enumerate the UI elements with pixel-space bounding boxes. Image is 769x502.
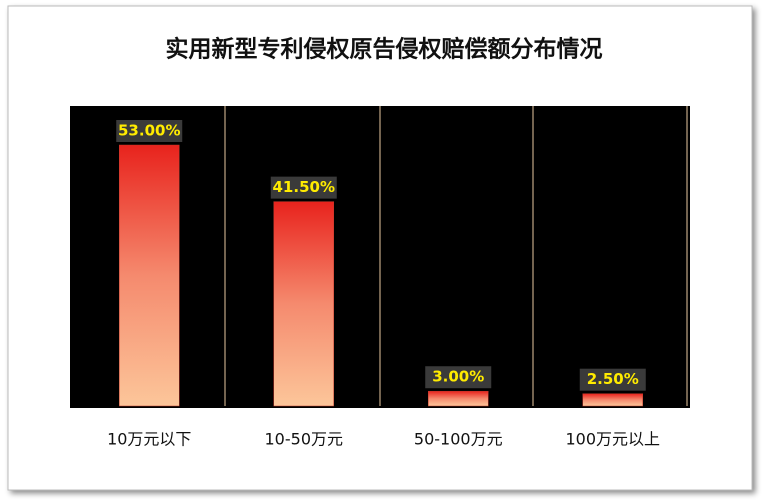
value-label: 53.00%	[118, 122, 180, 140]
separators	[224, 106, 688, 406]
x-tick-label: 10万元以下	[107, 430, 191, 449]
value-label-bg	[270, 176, 337, 199]
bar	[273, 201, 334, 407]
value-label: 41.50%	[273, 178, 335, 196]
x-tick-label: 50-100万元	[414, 430, 503, 449]
value-label-bg	[425, 366, 492, 389]
value-label-bg	[116, 120, 183, 142]
x-tick-label: 100万元以上	[565, 430, 660, 449]
value-label: 2.50%	[587, 370, 639, 388]
chart-title: 实用新型专利侵权原告侵权赔偿额分布情况	[166, 36, 603, 63]
bar	[582, 393, 643, 407]
x-tick-label: 10-50万元	[265, 430, 344, 449]
bar	[428, 390, 489, 407]
bar	[119, 144, 180, 407]
value-label-bg	[579, 368, 646, 391]
value-label: 3.00%	[432, 368, 484, 386]
